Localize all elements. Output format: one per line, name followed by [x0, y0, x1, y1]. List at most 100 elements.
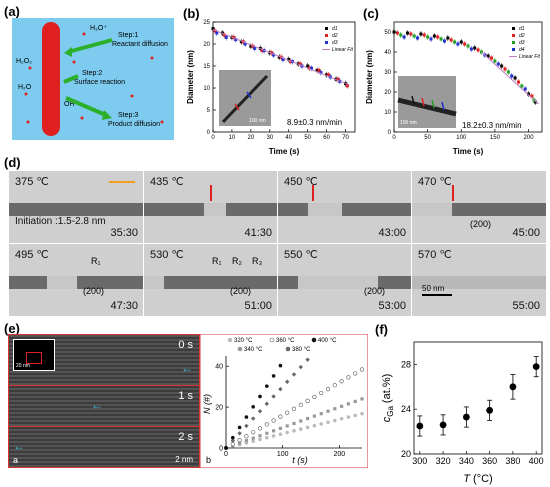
b-point-1-8: [289, 60, 293, 64]
panel-d-tile-4-time: 45:00: [512, 227, 540, 239]
panel-e-frame-2-time: 2 s: [178, 431, 193, 443]
b-point-0-0: [211, 27, 215, 31]
e-point-1-2: [238, 441, 242, 445]
b-point-1-6: [270, 51, 274, 55]
panel-a-label: (a): [4, 4, 20, 19]
e-legend-label-2: 400 °C: [318, 338, 337, 344]
f-point-0: [416, 422, 424, 430]
c-ytick-label-0: 0: [388, 130, 392, 136]
panel-d-tile-6-r1: R₁: [212, 256, 222, 266]
e-xtick-label-2: 200: [333, 451, 345, 458]
c-point-3-3: [442, 39, 446, 43]
e-ytick-label-0: 0: [219, 445, 223, 452]
c-point-1-2: [422, 33, 426, 37]
e-point-4-3: [244, 415, 249, 419]
c-point-2-5: [466, 44, 470, 48]
e-point-0-6: [265, 435, 269, 440]
red-arrow-icon: [210, 185, 212, 201]
c-point-1-5: [463, 42, 467, 46]
panel-d-r3: R₃: [252, 256, 263, 266]
panel-f-ylabel: cGa (at.%): [381, 374, 395, 423]
c-ytick-label-2: 20: [384, 90, 391, 96]
panel-c-ylabel: Diameter (nm): [365, 50, 374, 104]
b-point-0-12: [325, 73, 329, 77]
b-xtick-label-4: 40: [285, 135, 292, 141]
e-point-3-6: [264, 401, 269, 407]
panel-c-rate: 18.2±0.3 nm/min: [462, 121, 522, 130]
step2-label: Step:2: [82, 70, 103, 77]
e-legend-marker-3: [237, 346, 243, 352]
panel-d-tile-5-temp: 495 ℃: [15, 249, 49, 261]
f-ytick-label-1: 24: [401, 404, 411, 414]
nanowire: [42, 22, 60, 136]
panel-e-frame-1: 1 s ←: [8, 385, 200, 427]
c-legend-marker-2: [512, 41, 515, 44]
b-point-1-2: [232, 35, 236, 39]
b-xtick-label-5: 50: [304, 135, 311, 141]
e-point-0-18: [346, 415, 351, 419]
e-point-3-12: [305, 357, 310, 362]
e-legend-marker-0: [227, 337, 233, 343]
e-point-2-2: [237, 438, 242, 443]
f-point-3: [486, 406, 494, 414]
e-point-0-19: [353, 413, 357, 418]
b-point-0-7: [277, 55, 281, 59]
b-ytick-label-1: 5: [207, 108, 211, 114]
b-point-1-13: [336, 77, 340, 81]
e-legend-label-0: 320 °C: [234, 338, 253, 344]
e-point-0-14: [319, 422, 323, 426]
e-point-2-8: [278, 414, 283, 419]
red-arrow-icon-2: [312, 185, 314, 201]
step1-label: Step:1: [118, 32, 139, 39]
e-point-3-3: [244, 423, 249, 429]
b-point-2-7: [281, 57, 285, 61]
b-ytick-label-5: 25: [203, 20, 210, 26]
c-point-2-4: [453, 40, 457, 44]
e-point-1-18: [346, 402, 350, 406]
f-xtick-label-3: 360: [482, 456, 497, 466]
c-point-0-1: [405, 31, 409, 35]
b-point-0-11: [315, 68, 319, 72]
panel-d-r2: R₂: [232, 256, 242, 266]
c-legend-label-2: d3: [519, 40, 525, 46]
panel-d-tile-1-time: 35:30: [110, 227, 138, 239]
panel-d-tile-8-time: 55:00: [512, 300, 540, 312]
panel-d-tile-1-temp: 375 ℃: [15, 176, 49, 188]
cyan-arrow-icon-3: ←: [13, 439, 25, 453]
c-point-2-7: [493, 59, 497, 63]
e-point-1-12: [306, 416, 310, 421]
e-point-1-8: [278, 426, 282, 430]
panel-d-tile-5-plane: (200): [83, 286, 105, 296]
e-point-2-18: [346, 375, 351, 380]
b-point-1-0: [213, 29, 217, 33]
panel-d-tile-5: 495 ℃ R₁ (200) 47:30: [8, 243, 145, 317]
e-point-0-7: [271, 434, 276, 438]
e-legend-marker-4: [285, 346, 291, 352]
e-point-1-6: [265, 431, 269, 435]
c-point-2-1: [412, 34, 416, 38]
f-ytick-label-2: 28: [401, 359, 411, 369]
panel-e-frame-0: 20 nm 0 s ←: [8, 334, 200, 386]
f-xtick-label-1: 320: [436, 456, 451, 466]
panel-d-tile-2-time: 41:30: [244, 227, 272, 239]
h2o2-label: H₂O₂: [16, 58, 32, 65]
panel-e-chart: 0 100 200 0 20 40 320 °C 360 °C 400 °C 340 °C 380…: [200, 334, 368, 468]
c-ytick-label-1: 10: [384, 110, 391, 116]
c-point-1-4: [449, 38, 453, 42]
panel-b-label: (b): [183, 6, 200, 21]
e-ytick-label-2: 40: [215, 364, 223, 371]
panel-e-label: (e): [4, 321, 20, 336]
e-point-3-9: [285, 379, 290, 384]
step3-sub: Product diffusion: [108, 121, 161, 128]
b-point-2-11: [319, 71, 323, 75]
e-legend-marker-2: [311, 337, 317, 343]
e-point-0-12: [305, 425, 310, 430]
c-point-3-0: [402, 35, 406, 39]
e-point-0-13: [312, 423, 317, 428]
c-point-2-9: [520, 84, 524, 88]
b-legend-label-2: d3: [332, 40, 338, 46]
c-legend-label-3: d4: [519, 47, 525, 53]
c-legend-label-4: Linear Fit: [519, 54, 540, 60]
b-point-1-9: [298, 62, 302, 66]
b-point-0-4: [249, 44, 253, 48]
